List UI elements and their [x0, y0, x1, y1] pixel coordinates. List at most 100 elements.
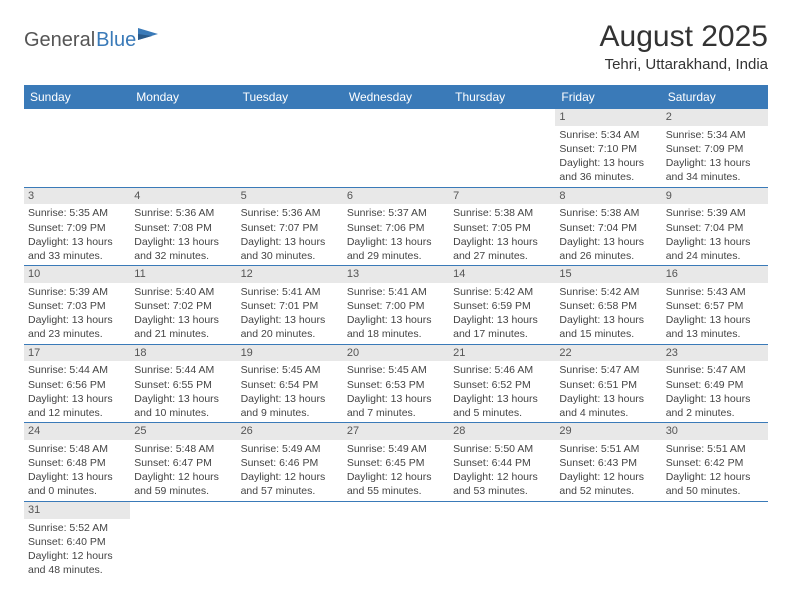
day-cell: 13Sunrise: 5:41 AMSunset: 7:00 PMDayligh…: [343, 266, 449, 344]
day-cell: 27Sunrise: 5:49 AMSunset: 6:45 PMDayligh…: [343, 423, 449, 501]
calendar-body: 1Sunrise: 5:34 AMSunset: 7:10 PMDaylight…: [24, 109, 768, 579]
day-header: Thursday: [449, 85, 555, 109]
empty-cell: [662, 502, 768, 580]
month-title: August 2025: [600, 20, 768, 54]
daylight-line: Daylight: 13 hours and 4 minutes.: [559, 392, 657, 420]
sunrise-line: Sunrise: 5:43 AM: [666, 285, 764, 299]
daylight-line: Daylight: 13 hours and 21 minutes.: [134, 313, 232, 341]
logo-text-blue: Blue: [96, 29, 136, 52]
sunrise-line: Sunrise: 5:45 AM: [347, 363, 445, 377]
sunrise-line: Sunrise: 5:47 AM: [559, 363, 657, 377]
day-number: 20: [343, 345, 449, 362]
sunset-line: Sunset: 6:54 PM: [241, 378, 339, 392]
day-cell: 18Sunrise: 5:44 AMSunset: 6:55 PMDayligh…: [130, 345, 236, 423]
day-number: 12: [237, 266, 343, 283]
day-number: 27: [343, 423, 449, 440]
day-header: Friday: [555, 85, 661, 109]
calendar-page: General Blue August 2025 Tehri, Uttarakh…: [0, 0, 792, 599]
sunrise-line: Sunrise: 5:34 AM: [559, 128, 657, 142]
sunrise-line: Sunrise: 5:46 AM: [453, 363, 551, 377]
sunset-line: Sunset: 7:07 PM: [241, 221, 339, 235]
day-number: 10: [24, 266, 130, 283]
sunset-line: Sunset: 7:03 PM: [28, 299, 126, 313]
sunset-line: Sunset: 6:57 PM: [666, 299, 764, 313]
day-number: 24: [24, 423, 130, 440]
day-cell: 10 Sunrise: 5:39 AMSunset: 7:03 PMDayligh…: [24, 266, 130, 344]
day-cell: 3Sunrise: 5:35 AMSunset: 7:09 PMDaylight…: [24, 188, 130, 266]
empty-cell: [449, 502, 555, 580]
day-cell: 9Sunrise: 5:39 AMSunset: 7:04 PMDaylight…: [662, 188, 768, 266]
day-cell: 8Sunrise: 5:38 AMSunset: 7:04 PMDaylight…: [555, 188, 661, 266]
day-number: 13: [343, 266, 449, 283]
day-number: 30: [662, 423, 768, 440]
day-number: 5: [237, 188, 343, 205]
day-number: 21: [449, 345, 555, 362]
sunset-line: Sunset: 6:59 PM: [453, 299, 551, 313]
day-number: 7: [449, 188, 555, 205]
sunrise-line: Sunrise: 5:38 AM: [453, 206, 551, 220]
day-number: 4: [130, 188, 236, 205]
daylight-line: Daylight: 13 hours and 26 minutes.: [559, 235, 657, 263]
day-header: Saturday: [662, 85, 768, 109]
sunrise-line: Sunrise: 5:39 AM: [28, 285, 126, 299]
day-cell: 15Sunrise: 5:42 AMSunset: 6:58 PMDayligh…: [555, 266, 661, 344]
daylight-line: Daylight: 13 hours and 27 minutes.: [453, 235, 551, 263]
daylight-line: Daylight: 13 hours and 29 minutes.: [347, 235, 445, 263]
empty-cell: [555, 502, 661, 580]
daylight-line: Daylight: 12 hours and 50 minutes.: [666, 470, 764, 498]
day-header: Monday: [130, 85, 236, 109]
empty-cell: [130, 109, 236, 187]
day-number: 29: [555, 423, 661, 440]
sunrise-line: Sunrise: 5:52 AM: [28, 521, 126, 535]
day-cell: 6Sunrise: 5:37 AMSunset: 7:06 PMDaylight…: [343, 188, 449, 266]
sunrise-line: Sunrise: 5:35 AM: [28, 206, 126, 220]
header: General Blue August 2025 Tehri, Uttarakh…: [24, 20, 768, 73]
daylight-line: Daylight: 13 hours and 13 minutes.: [666, 313, 764, 341]
sunset-line: Sunset: 6:56 PM: [28, 378, 126, 392]
daylight-line: Daylight: 13 hours and 23 minutes.: [28, 313, 126, 341]
logo: General Blue: [24, 26, 160, 55]
day-cell: 2Sunrise: 5:34 AMSunset: 7:09 PMDaylight…: [662, 109, 768, 187]
daylight-line: Daylight: 13 hours and 32 minutes.: [134, 235, 232, 263]
empty-cell: [237, 109, 343, 187]
sunrise-line: Sunrise: 5:34 AM: [666, 128, 764, 142]
day-cell: 21Sunrise: 5:46 AMSunset: 6:52 PMDayligh…: [449, 345, 555, 423]
sunrise-line: Sunrise: 5:36 AM: [134, 206, 232, 220]
sunset-line: Sunset: 7:04 PM: [666, 221, 764, 235]
day-header: Wednesday: [343, 85, 449, 109]
sunrise-line: Sunrise: 5:41 AM: [347, 285, 445, 299]
sunset-line: Sunset: 6:52 PM: [453, 378, 551, 392]
empty-cell: [24, 109, 130, 187]
sunset-line: Sunset: 7:02 PM: [134, 299, 232, 313]
calendar-row: 3Sunrise: 5:35 AMSunset: 7:09 PMDaylight…: [24, 188, 768, 267]
day-cell: 28Sunrise: 5:50 AMSunset: 6:44 PMDayligh…: [449, 423, 555, 501]
empty-cell: [343, 502, 449, 580]
sunset-line: Sunset: 7:01 PM: [241, 299, 339, 313]
daylight-line: Daylight: 13 hours and 9 minutes.: [241, 392, 339, 420]
sunrise-line: Sunrise: 5:45 AM: [241, 363, 339, 377]
sunset-line: Sunset: 6:55 PM: [134, 378, 232, 392]
day-cell: 24Sunrise: 5:48 AMSunset: 6:48 PMDayligh…: [24, 423, 130, 501]
sunset-line: Sunset: 6:46 PM: [241, 456, 339, 470]
day-number: 26: [237, 423, 343, 440]
daylight-line: Daylight: 13 hours and 10 minutes.: [134, 392, 232, 420]
daylight-line: Daylight: 13 hours and 24 minutes.: [666, 235, 764, 263]
sunrise-line: Sunrise: 5:41 AM: [241, 285, 339, 299]
day-number: 8: [555, 188, 661, 205]
day-cell: 14Sunrise: 5:42 AMSunset: 6:59 PMDayligh…: [449, 266, 555, 344]
sunset-line: Sunset: 6:47 PM: [134, 456, 232, 470]
daylight-line: Daylight: 13 hours and 18 minutes.: [347, 313, 445, 341]
day-cell: 29Sunrise: 5:51 AMSunset: 6:43 PMDayligh…: [555, 423, 661, 501]
sunset-line: Sunset: 7:04 PM: [559, 221, 657, 235]
day-number: 28: [449, 423, 555, 440]
sunset-line: Sunset: 7:06 PM: [347, 221, 445, 235]
calendar-header-row: SundayMondayTuesdayWednesdayThursdayFrid…: [24, 85, 768, 109]
day-number: 16: [662, 266, 768, 283]
daylight-line: Daylight: 13 hours and 0 minutes.: [28, 470, 126, 498]
day-cell: 23Sunrise: 5:47 AMSunset: 6:49 PMDayligh…: [662, 345, 768, 423]
sunset-line: Sunset: 7:09 PM: [28, 221, 126, 235]
sunset-line: Sunset: 6:48 PM: [28, 456, 126, 470]
sunset-line: Sunset: 7:09 PM: [666, 142, 764, 156]
empty-cell: [449, 109, 555, 187]
day-number: 18: [130, 345, 236, 362]
